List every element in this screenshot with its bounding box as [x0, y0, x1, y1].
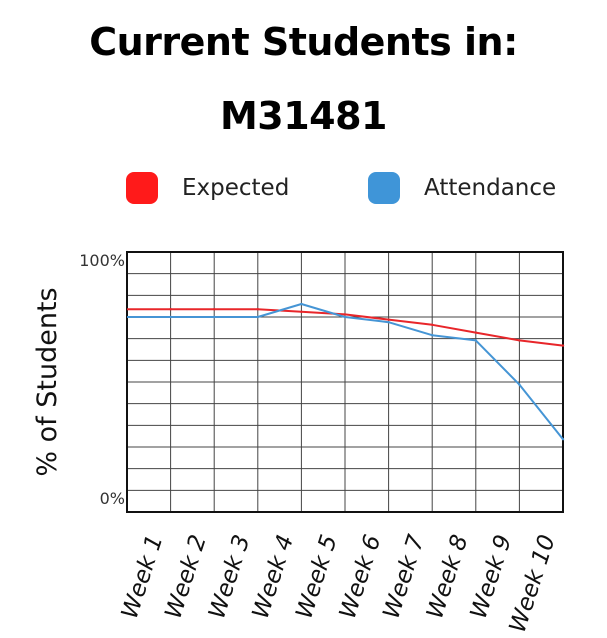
chart-title-line-1: Current Students in:	[89, 20, 518, 64]
x-tick-label: Week 3	[204, 532, 255, 622]
x-tick-label: Week 4	[248, 532, 299, 622]
y-axis-label: % of Students	[32, 287, 63, 476]
x-tick-label: Week 5	[291, 532, 342, 622]
legend-label-expected: Expected	[182, 175, 290, 201]
y-tick-label-top: 100%	[79, 251, 125, 270]
x-tick-label: Week 2	[161, 532, 212, 622]
legend-swatch-expected	[126, 172, 158, 204]
data-point-expected	[561, 344, 565, 347]
legend-item-attendance: Attendance	[368, 172, 556, 204]
data-point-expected	[343, 313, 347, 316]
data-point-attendance	[474, 339, 477, 342]
data-point-attendance	[343, 315, 347, 319]
data-point-attendance	[169, 315, 172, 319]
chart-title-line-2: M31481	[219, 94, 388, 138]
data-point-expected	[169, 308, 172, 311]
data-point-expected	[300, 310, 303, 313]
y-tick-label-bottom: 0%	[100, 489, 125, 508]
x-tick-label: Week 7	[379, 531, 431, 621]
legend-item-expected: Expected	[126, 172, 289, 204]
data-point-expected	[431, 323, 434, 326]
chart-legend: Expected Attendance	[0, 172, 607, 208]
x-tick-label: Week 1	[117, 532, 168, 622]
data-point-expected	[518, 339, 521, 342]
data-point-attendance	[256, 315, 259, 319]
data-point-expected	[256, 308, 259, 311]
x-tick-label: Week 8	[422, 532, 473, 622]
legend-swatch-attendance	[368, 172, 400, 204]
legend-label-attendance: Attendance	[424, 175, 557, 201]
data-point-expected	[213, 308, 216, 311]
data-point-attendance	[518, 383, 521, 386]
data-point-attendance	[387, 321, 390, 324]
data-point-attendance	[300, 302, 303, 306]
x-tick-label: Week 9	[466, 532, 517, 622]
data-point-attendance	[561, 438, 565, 441]
x-tick-label: Week 6	[335, 532, 386, 622]
data-point-expected	[387, 318, 390, 321]
plot-area-border	[126, 251, 564, 513]
data-point-expected	[474, 331, 477, 334]
data-point-attendance	[213, 315, 216, 319]
data-point-attendance	[431, 334, 434, 337]
